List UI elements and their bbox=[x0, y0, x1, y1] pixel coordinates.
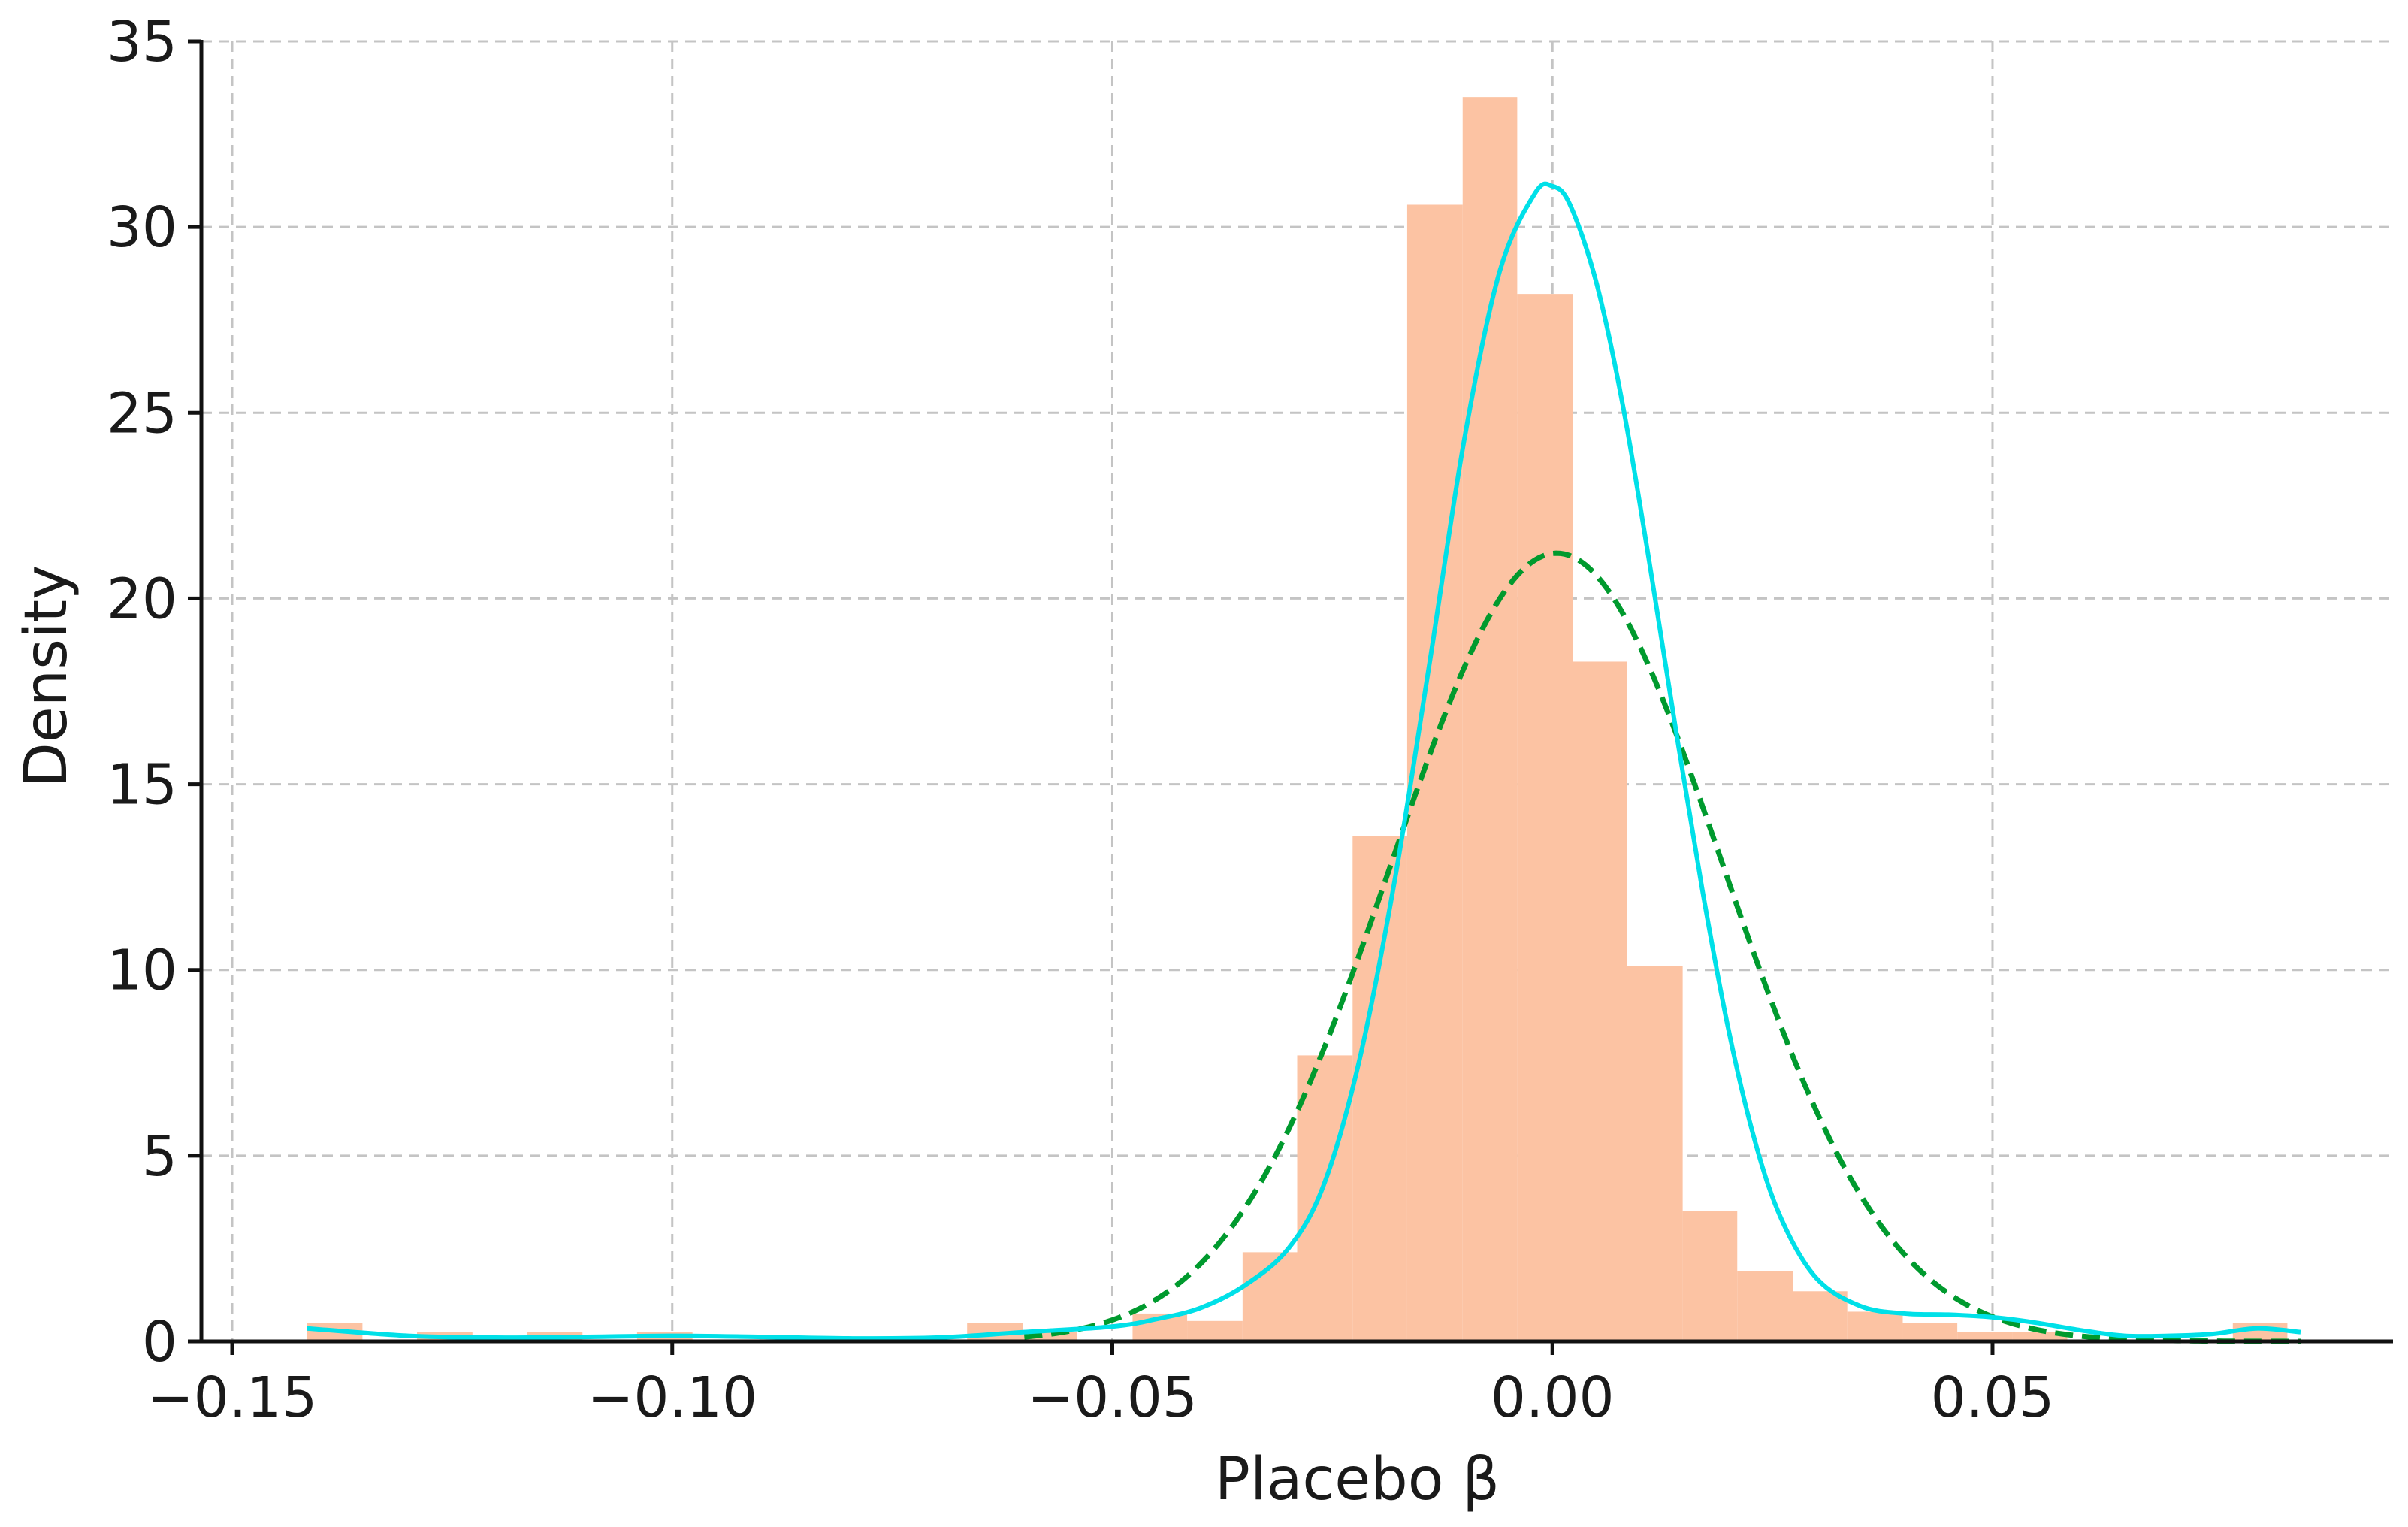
x-tick-label: −0.05 bbox=[1027, 1365, 1198, 1430]
histogram-bar bbox=[1847, 1311, 1903, 1341]
x-tick-label: 0.05 bbox=[1931, 1365, 2055, 1430]
y-tick-label: 35 bbox=[107, 10, 177, 74]
y-tick-label: 0 bbox=[142, 1310, 177, 1374]
histogram-bar bbox=[1957, 1332, 2013, 1341]
y-tick-label: 30 bbox=[107, 195, 177, 260]
histogram-bar bbox=[1902, 1323, 1958, 1341]
histogram-bar bbox=[1793, 1291, 1848, 1341]
histogram-bar bbox=[1297, 1055, 1353, 1341]
x-axis-label: Placebo β bbox=[1215, 1446, 1500, 1513]
x-tick-label: 0.00 bbox=[1491, 1365, 1615, 1430]
histogram-bar bbox=[1352, 836, 1407, 1341]
histogram-bar bbox=[1406, 204, 1463, 1341]
histogram-bar bbox=[1737, 1271, 1793, 1341]
histogram-bar bbox=[1462, 97, 1518, 1342]
kde-curve-layer bbox=[307, 181, 2301, 1341]
y-tick-label: 20 bbox=[107, 567, 177, 631]
normal-curve-layer bbox=[1024, 550, 2301, 1344]
histogram-layer bbox=[307, 97, 2288, 1342]
y-tick-label: 10 bbox=[107, 939, 177, 1003]
tick-label-layer: −0.15 −0.10 −0.05 0.00 0.05 0 5 10 15 20 25 30 35 bbox=[107, 10, 2055, 1430]
y-axis-label: Density bbox=[13, 565, 80, 788]
histogram-bar bbox=[1627, 966, 1683, 1341]
histogram-bar bbox=[2012, 1332, 2068, 1341]
normal-line bbox=[1024, 550, 2301, 1344]
grid-layer bbox=[201, 40, 2393, 1341]
kde-line bbox=[307, 181, 2301, 1341]
x-tick-label: −0.10 bbox=[587, 1365, 757, 1430]
x-tick-label: −0.15 bbox=[147, 1365, 318, 1430]
histogram-bar bbox=[1682, 1211, 1738, 1341]
y-tick-label: 25 bbox=[107, 381, 177, 446]
histogram-bar bbox=[1573, 661, 1627, 1341]
histogram-bar bbox=[2232, 1323, 2288, 1341]
histogram-bar bbox=[1187, 1320, 1243, 1341]
y-tick-label: 15 bbox=[107, 753, 177, 818]
histogram-bar bbox=[1517, 294, 1573, 1342]
y-tick-label: 5 bbox=[142, 1124, 177, 1189]
axes-layer bbox=[188, 39, 2393, 1355]
